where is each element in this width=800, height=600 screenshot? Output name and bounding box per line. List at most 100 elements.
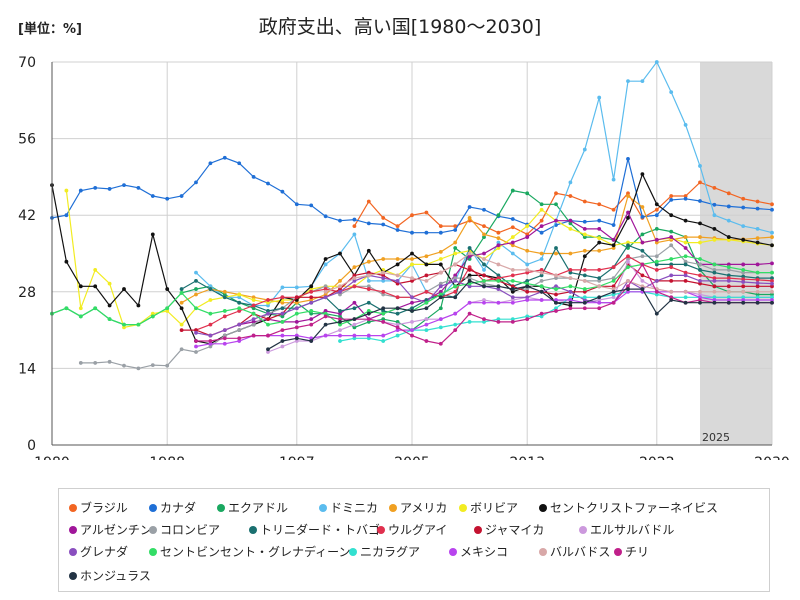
data-point — [683, 278, 688, 283]
series-line — [239, 211, 773, 326]
data-point — [582, 219, 587, 224]
data-point — [698, 298, 702, 302]
data-point — [539, 251, 544, 256]
x-tick-label: 1988 — [149, 455, 185, 460]
legend-marker — [539, 504, 547, 512]
data-point — [654, 292, 659, 297]
data-point — [770, 281, 774, 286]
data-point — [410, 276, 414, 281]
data-point — [683, 123, 688, 127]
data-point — [424, 328, 429, 332]
data-point — [266, 350, 270, 354]
data-point — [654, 240, 659, 245]
data-point — [208, 161, 213, 166]
data-point — [669, 197, 674, 202]
x-tick-label: 2022 — [639, 455, 675, 460]
data-point — [611, 289, 616, 294]
data-point — [208, 339, 213, 343]
data-point — [482, 284, 486, 289]
legend-item: コロンビア — [149, 521, 220, 538]
legend-item: グレナダ — [69, 543, 128, 560]
data-point — [712, 213, 717, 218]
data-point — [222, 289, 227, 294]
data-point — [726, 191, 731, 196]
data-point — [294, 202, 299, 207]
data-point — [323, 289, 328, 294]
data-point — [309, 317, 314, 322]
data-point — [251, 311, 256, 316]
data-point — [309, 339, 314, 343]
data-point — [568, 306, 573, 311]
data-point — [194, 270, 198, 275]
data-point — [510, 217, 515, 221]
data-point — [496, 284, 501, 289]
data-point — [438, 325, 443, 330]
data-point — [366, 270, 371, 275]
data-point — [381, 309, 386, 313]
data-point — [654, 60, 659, 64]
data-point — [726, 204, 731, 209]
data-point — [626, 254, 630, 259]
data-point — [726, 265, 731, 270]
data-point — [323, 287, 328, 291]
data-point — [510, 240, 515, 245]
legend-marker — [349, 548, 357, 556]
data-point — [568, 298, 573, 302]
series-17 — [323, 251, 774, 294]
data-point — [597, 276, 602, 281]
data-point — [741, 298, 746, 302]
data-point — [410, 309, 414, 313]
data-point — [208, 341, 213, 346]
data-point — [165, 196, 170, 201]
data-point — [568, 303, 573, 308]
legend-marker — [449, 548, 457, 556]
y-tick-label: 42 — [18, 208, 36, 224]
data-point — [438, 281, 443, 286]
data-point — [554, 202, 558, 207]
data-point — [482, 207, 486, 212]
data-point — [395, 306, 400, 311]
data-point — [410, 319, 414, 324]
data-point — [438, 295, 443, 300]
data-point — [698, 257, 702, 261]
data-point — [323, 333, 328, 338]
legend-label: バルバドス — [550, 545, 611, 559]
data-point — [626, 278, 630, 283]
data-point — [626, 79, 630, 84]
data-point — [467, 311, 472, 316]
data-point — [496, 243, 501, 248]
data-point — [280, 285, 285, 290]
data-point — [496, 230, 501, 235]
legend-label: ドミニカ — [330, 501, 379, 515]
data-point — [237, 336, 242, 341]
legend-item: トリニダード・トバゴ — [249, 521, 380, 538]
data-point — [741, 280, 746, 284]
data-point — [194, 180, 198, 185]
data-point — [482, 251, 486, 256]
data-point — [280, 333, 285, 338]
data-point — [582, 235, 587, 239]
data-point — [352, 217, 357, 222]
data-point — [194, 306, 198, 311]
data-point — [597, 284, 602, 289]
series-3 — [194, 60, 774, 308]
data-point — [410, 213, 414, 218]
data-point — [640, 205, 645, 209]
data-point — [496, 317, 501, 322]
data-point — [410, 230, 414, 235]
data-point — [582, 287, 587, 291]
data-point — [626, 284, 630, 289]
data-point — [222, 333, 227, 338]
data-point — [352, 317, 357, 322]
data-point — [654, 237, 659, 242]
data-point — [525, 281, 530, 286]
data-point — [309, 284, 314, 289]
data-point — [222, 309, 227, 313]
data-point — [237, 295, 242, 300]
data-point — [568, 284, 573, 289]
data-point — [381, 319, 386, 324]
data-point — [237, 322, 242, 327]
data-point — [597, 95, 602, 100]
data-point — [669, 278, 674, 283]
data-point — [698, 164, 702, 168]
